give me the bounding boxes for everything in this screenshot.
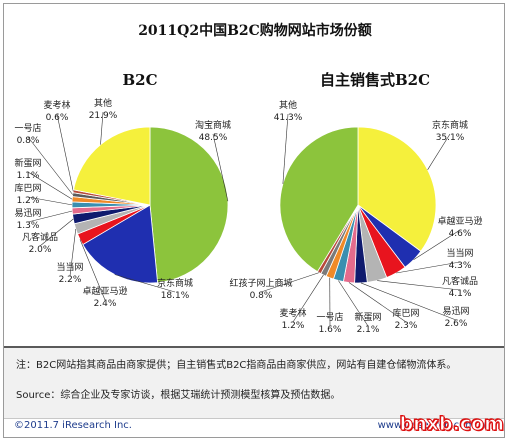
- leader-line: [27, 171, 73, 200]
- slice-label: 当当网: [56, 261, 83, 273]
- leader-line: [338, 280, 369, 327]
- leader-line: [396, 261, 461, 274]
- leader-line: [360, 282, 457, 321]
- slice-value: 18.1%: [161, 291, 190, 301]
- pie-chart-2: 自主销售式B2C 京东商城 35.1% 卓越亚马逊 4.6% 当当网 4.3% 凡客诚品 4.1…: [229, 71, 482, 335]
- slice-value: 21.9%: [89, 111, 118, 121]
- slice-value: 41.3%: [274, 113, 303, 123]
- notes-panel: 注：B2C网站指其商品由商家提供；自主销售式B2C指商品由商家供应，网站有自建仓…: [4, 346, 504, 419]
- website-link[interactable]: www.iresearch.com.cn: [377, 420, 490, 431]
- leader-line: [27, 196, 73, 206]
- chart-title: 自主销售式B2C: [320, 71, 430, 89]
- leader-line: [100, 111, 104, 145]
- slice-label: 库巴网: [392, 307, 419, 319]
- page-title: 2011Q2中国B2C购物网站市场份额: [138, 23, 372, 39]
- slice-value: 2.2%: [59, 275, 82, 285]
- slice-value: 1.2%: [282, 321, 305, 331]
- slice-label: 卓越亚马逊: [82, 285, 127, 297]
- slice-label: 京东商城: [157, 277, 193, 289]
- slice-value: 1.2%: [17, 196, 40, 206]
- pie-charts: B2C 淘宝商城 48.5% 京东商城 18.1% 卓越亚马逊 2.4% 当当网 2.2% 凡客诚…: [14, 71, 482, 335]
- slice-label: 新蛋网: [354, 311, 381, 323]
- source-note: Source：综合企业及专家访谈，根据艾瑞统计预测模型核算及预估数据。: [16, 390, 341, 401]
- slice-label: 其他: [94, 97, 112, 109]
- leader-line: [427, 133, 451, 170]
- slice-value: 4.1%: [449, 289, 472, 299]
- slice-value: 0.8%: [17, 136, 40, 146]
- chart-title: B2C: [122, 71, 157, 89]
- slice-label: 麦考林: [279, 307, 306, 319]
- slice-label: 京东商城: [432, 119, 468, 131]
- slice-label: 麦考林: [43, 99, 70, 111]
- copyright-text: ©2011.7 iResearch Inc.: [14, 420, 132, 431]
- leader-line: [212, 133, 229, 202]
- leader-line: [282, 113, 289, 184]
- slice-label: 其他: [279, 99, 297, 111]
- watermark-logo: bnxb.com: [399, 413, 504, 436]
- leader-line: [348, 282, 407, 323]
- pie-slice: [73, 126, 151, 206]
- slice-value: 1.6%: [319, 325, 342, 335]
- pie-chart-1: B2C 淘宝商城 48.5% 京东商城 18.1% 卓越亚马逊 2.4% 当当网 2.2% 凡客诚…: [14, 71, 231, 309]
- slice-label: 红孩子网上商城: [229, 277, 292, 289]
- leader-line: [260, 272, 320, 293]
- slice-label: 一号店: [14, 122, 41, 134]
- leader-line: [39, 218, 74, 247]
- leader-line: [69, 228, 77, 277]
- slice-value: 1.1%: [17, 171, 40, 181]
- leader-line: [79, 239, 106, 301]
- slice-value: 0.6%: [46, 113, 69, 123]
- slice-label: 当当网: [446, 247, 473, 259]
- slice-label: 库巴网: [14, 182, 41, 194]
- slice-value: 35.1%: [436, 133, 465, 143]
- slice-value: 4.6%: [449, 229, 472, 239]
- slice-label: 易迅网: [14, 208, 41, 219]
- leader-line: [413, 229, 461, 261]
- slice-label: 易迅网: [442, 306, 469, 317]
- leader-line: [114, 274, 176, 293]
- leader-line: [27, 210, 73, 223]
- slice-value: 48.5%: [199, 133, 228, 143]
- slice-value: 0.8%: [250, 291, 273, 301]
- slice-value: 4.3%: [449, 261, 472, 271]
- leader-line: [56, 113, 74, 192]
- slice-value: 1.3%: [17, 221, 40, 231]
- slice-value: 2.0%: [29, 245, 52, 255]
- slice-value: 2.3%: [395, 321, 418, 331]
- leader-line: [27, 136, 73, 195]
- slice-label: 一号店: [316, 311, 343, 323]
- leader-line: [377, 280, 461, 291]
- pie-slice: [149, 126, 229, 284]
- slice-value: 2.4%: [94, 299, 117, 309]
- leader-line: [292, 274, 324, 323]
- definition-note: 注：B2C网站指其商品由商家提供；自主销售式B2C指商品由商家供应，网站有自建仓…: [16, 360, 457, 371]
- slice-label: 凡客诚品: [442, 275, 478, 287]
- slice-label: 新蛋网: [14, 157, 41, 169]
- slice-label: 卓越亚马逊: [437, 215, 482, 227]
- slice-value: 2.1%: [357, 325, 380, 335]
- slice-value: 2.6%: [445, 319, 468, 329]
- slice-label: 淘宝商城: [195, 119, 231, 131]
- slice-label: 凡客诚品: [22, 231, 58, 243]
